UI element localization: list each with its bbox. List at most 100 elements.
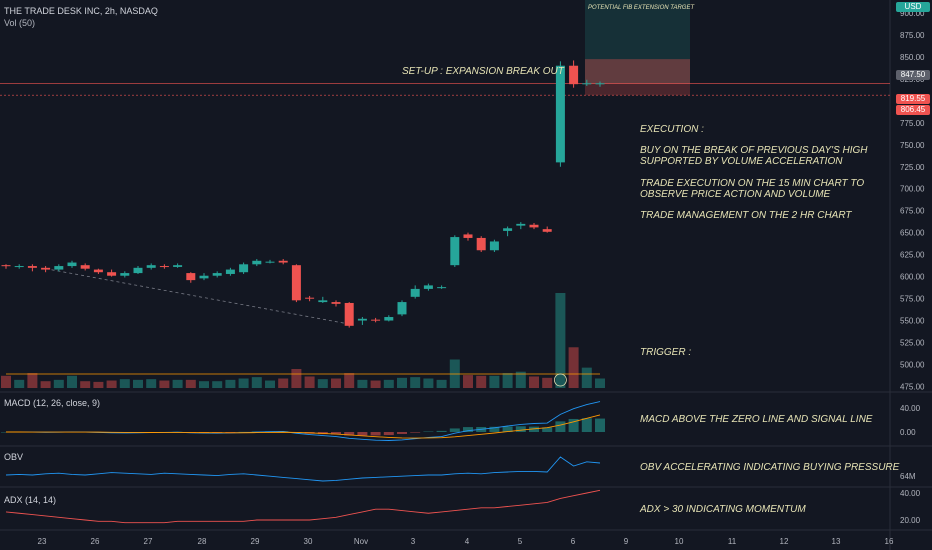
candle-body	[423, 285, 433, 289]
volume-bar	[53, 379, 64, 388]
signal-line	[6, 414, 601, 439]
candle-body	[344, 302, 354, 326]
candle-body	[120, 273, 130, 276]
candle-body	[146, 265, 156, 268]
profit-zone	[585, 0, 690, 84]
risk-zone	[585, 83, 690, 96]
price-tick: 550.00	[900, 317, 925, 326]
volume-bar	[581, 367, 592, 388]
x-tick: 23	[38, 537, 47, 546]
macd-histogram-bar	[383, 432, 394, 436]
x-tick: 5	[518, 537, 523, 546]
price-tick: 575.00	[900, 295, 925, 304]
candle-body	[14, 266, 24, 268]
x-tick: 13	[832, 537, 841, 546]
volume-bar	[106, 380, 117, 388]
entry-zone	[585, 59, 690, 84]
price-tick: 500.00	[900, 360, 925, 369]
macd-histogram-bar	[238, 431, 249, 433]
candle-body	[384, 317, 394, 321]
macd-histogram-bar	[595, 418, 605, 432]
candle-body	[252, 260, 262, 265]
volume-bar	[568, 347, 579, 388]
candle-body	[278, 260, 288, 263]
volume-bar	[93, 381, 104, 388]
macd-histogram-bar	[555, 421, 566, 432]
volume-bar	[212, 381, 223, 388]
candle-body	[107, 272, 117, 276]
candle-body	[54, 266, 64, 270]
x-tick: 9	[624, 537, 629, 546]
volume-bar	[1, 375, 11, 388]
macd-tick: 0.00	[900, 428, 916, 437]
candle-body	[212, 273, 222, 276]
setup-note: SET-UP : EXPANSION BREAK OUT	[402, 66, 564, 77]
target-price-label: 847.50	[896, 70, 930, 80]
candle-body	[569, 65, 579, 85]
adx-label: ADX (14, 14)	[4, 495, 57, 505]
candle-body	[265, 261, 275, 263]
currency-badge[interactable]: USD	[896, 2, 930, 12]
volume-bar	[119, 379, 130, 388]
candle-body	[437, 287, 447, 289]
volume-bar	[331, 378, 341, 388]
candle-body	[489, 241, 499, 251]
macd-histogram-bar	[397, 432, 407, 434]
adx-tick: 20.00	[900, 516, 921, 525]
fib-target-label: POTENTIAL FIB EXTENSION TARGET	[588, 5, 695, 11]
stop-price-label: 806.45	[896, 105, 930, 115]
macd-histogram-bar	[423, 431, 434, 433]
adx-tick: 40.00	[900, 489, 921, 498]
macd-histogram-bar	[529, 426, 539, 432]
volume-bar	[410, 377, 421, 388]
symbol-title: THE TRADE DESK INC, 2h, NASDAQ	[4, 6, 158, 16]
volume-bar	[304, 376, 315, 388]
volume-bar	[238, 378, 249, 388]
candle-body	[516, 223, 526, 226]
volume-bar	[489, 375, 500, 388]
volume-bar	[14, 379, 25, 388]
candle-body	[529, 224, 539, 228]
x-tick: 30	[304, 537, 313, 546]
volume-bar	[172, 379, 183, 388]
macd-note: MACD ABOVE THE ZERO LINE AND SIGNAL LINE	[640, 414, 873, 425]
price-tick: 775.00	[900, 119, 925, 128]
volume-bar	[291, 369, 302, 388]
volume-bar	[555, 293, 566, 388]
execution-note-3: TRADE MANAGEMENT ON THE 2 HR CHART	[640, 210, 852, 221]
volume-bar	[529, 376, 539, 388]
current-price-label: 819.55	[896, 94, 930, 104]
price-tick: 625.00	[900, 251, 925, 260]
adx-note: ADX > 30 INDICATING MOMENTUM	[640, 504, 806, 515]
obv-tick: 64M	[900, 472, 916, 481]
candle-body	[503, 228, 513, 231]
volume-bar	[80, 381, 91, 388]
candle-body	[80, 265, 90, 269]
x-tick: 6	[571, 537, 576, 546]
macd-histogram-bar	[502, 426, 513, 432]
x-tick: 4	[465, 537, 470, 546]
candle-body	[410, 288, 420, 297]
x-tick: 27	[144, 537, 153, 546]
candle-body	[199, 275, 209, 279]
execution-note-2a: TRADE EXECUTION ON THE 15 MIN CHART TO	[640, 178, 865, 189]
volume-bar	[40, 381, 51, 388]
volume-bar	[344, 373, 355, 388]
candle-body	[41, 267, 51, 270]
macd-histogram-bar	[370, 432, 381, 436]
macd-histogram-bar	[331, 432, 341, 435]
price-tick: 750.00	[900, 141, 925, 150]
obv-label: OBV	[4, 452, 24, 462]
x-tick: 11	[728, 537, 737, 546]
volume-bar	[595, 378, 605, 388]
price-tick: 675.00	[900, 207, 925, 216]
volume-bar	[476, 375, 487, 388]
execution-note-2b: OBSERVE PRICE ACTION AND VOLUME	[640, 189, 831, 200]
price-tick: 900.00	[900, 9, 925, 18]
macd-histogram-bar	[344, 432, 355, 436]
candle-body	[133, 267, 143, 274]
macd-histogram-bar	[489, 426, 500, 432]
execution-title: EXECUTION :	[640, 124, 704, 135]
macd-histogram-bar	[436, 430, 447, 432]
trigger-note: TRIGGER :	[640, 347, 692, 358]
